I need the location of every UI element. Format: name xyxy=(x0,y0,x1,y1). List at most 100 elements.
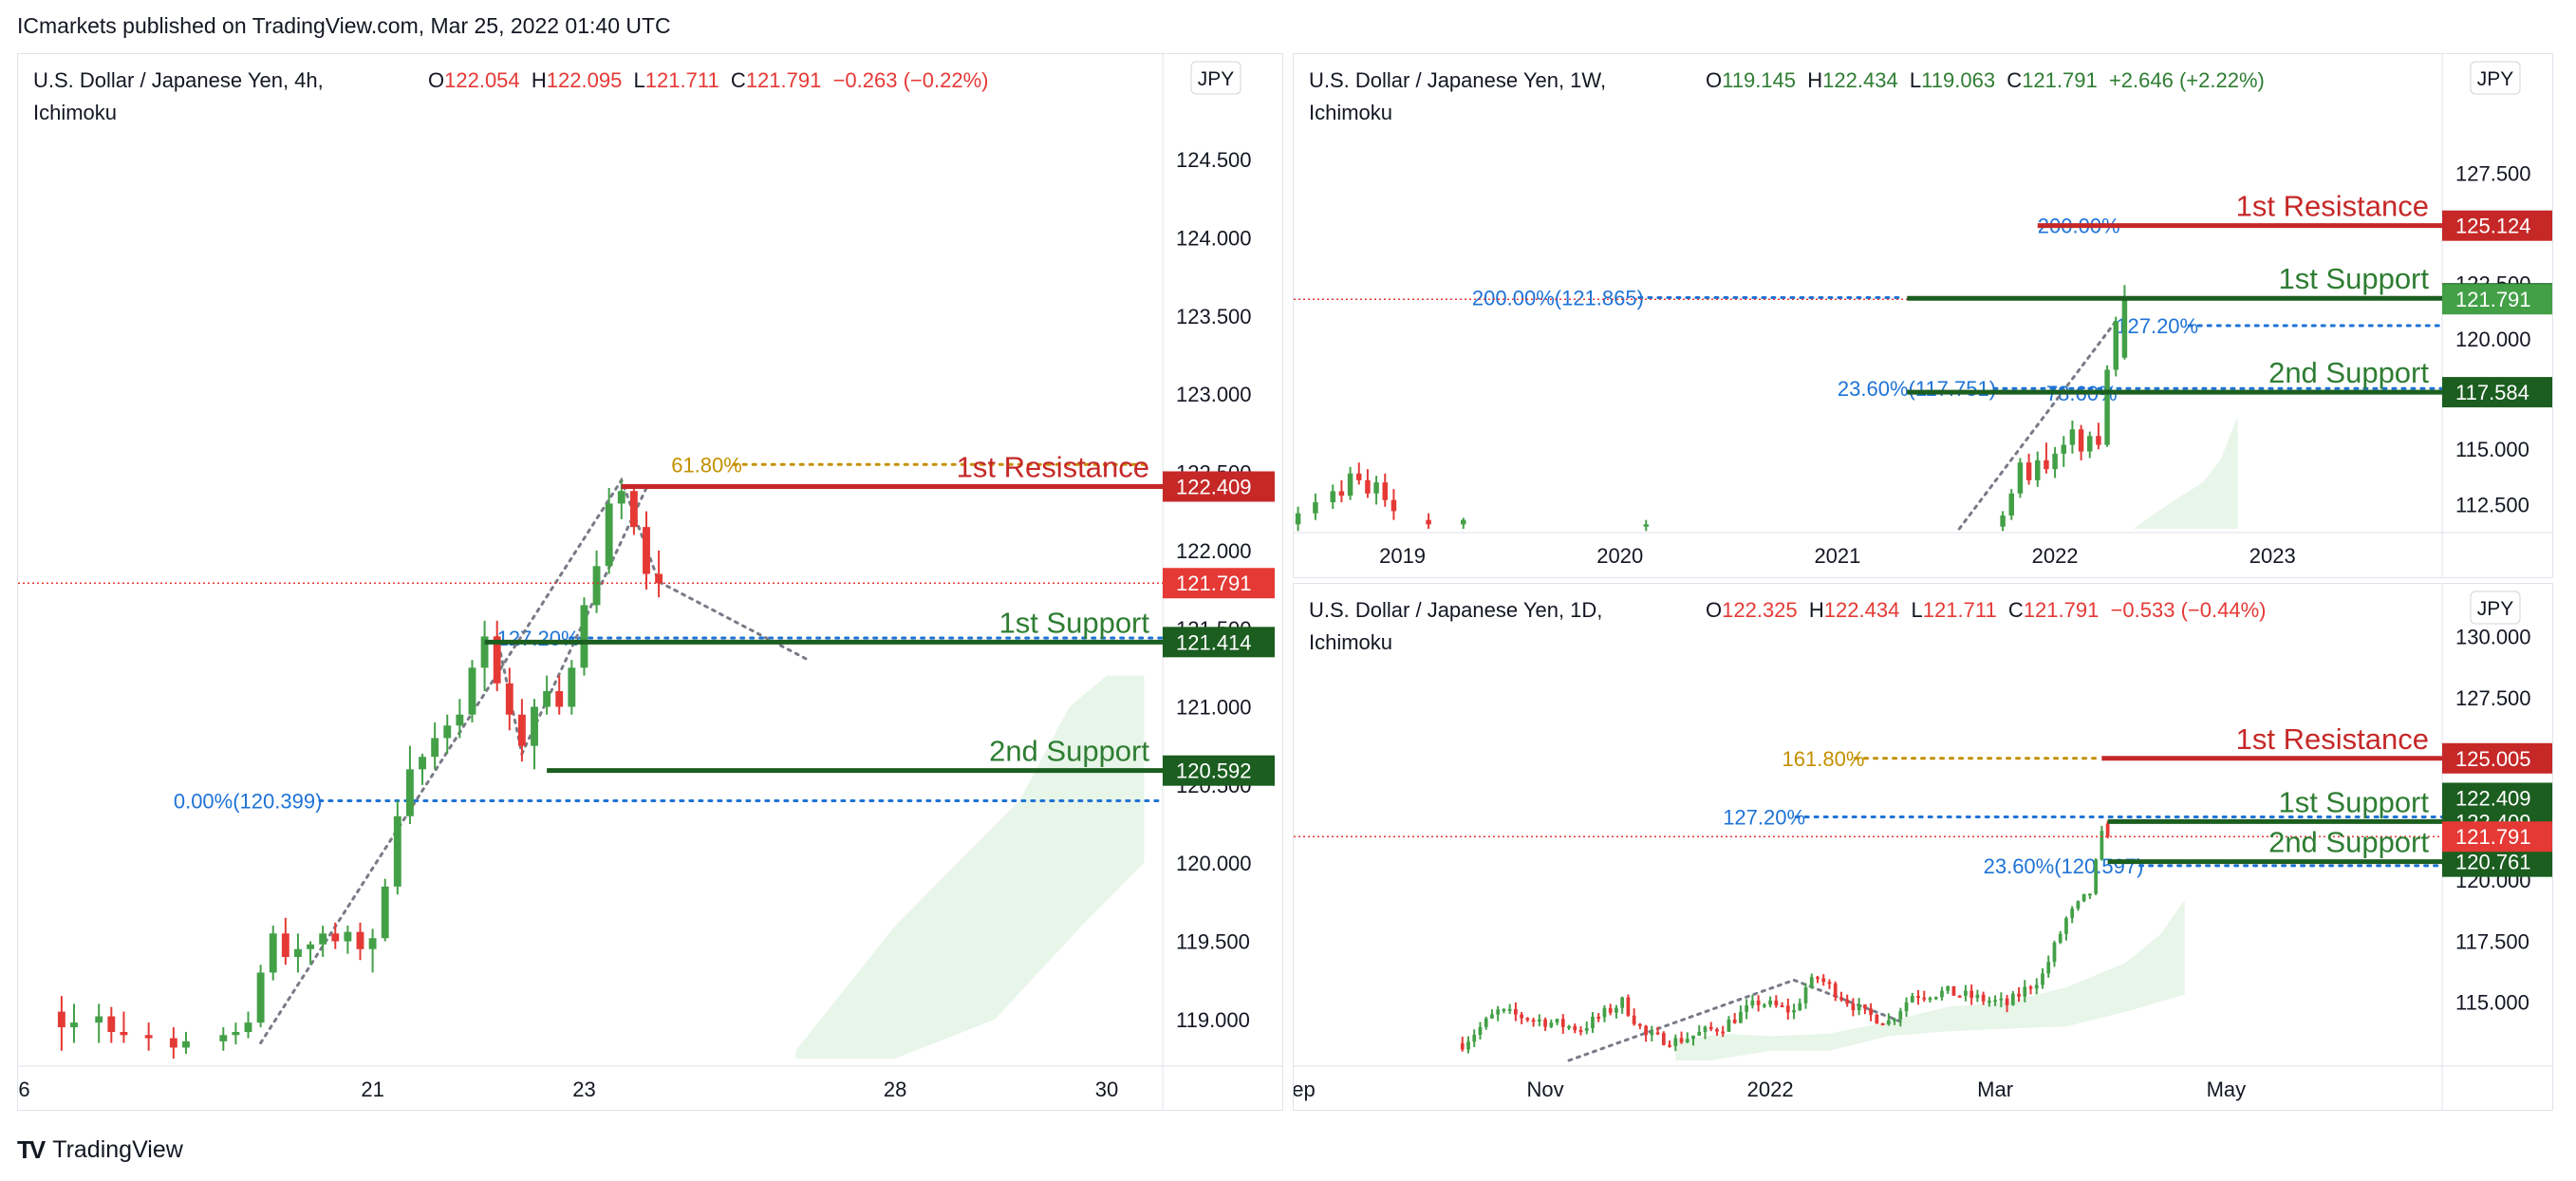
candle xyxy=(1679,1031,1684,1044)
price-tag-box xyxy=(2442,377,2552,408)
candle xyxy=(2104,365,2110,447)
candle-body xyxy=(543,691,551,707)
candle-body xyxy=(256,972,265,1023)
x-tick-label: 28 xyxy=(884,1078,906,1101)
currency-button[interactable] xyxy=(1190,61,1241,95)
candle xyxy=(1946,985,1951,994)
ohlc-value: 122.325 xyxy=(1722,598,1798,622)
candle xyxy=(1602,1004,1607,1022)
ohlc-value: O xyxy=(1706,68,1722,92)
candle-body xyxy=(1851,1003,1856,1011)
candle-body xyxy=(1338,491,1345,497)
candle-body xyxy=(531,706,538,746)
current-price-tag-box xyxy=(2442,284,2552,315)
candle-body xyxy=(480,636,489,668)
candle xyxy=(1584,1022,1589,1035)
candle xyxy=(1615,1004,1618,1019)
candle-body xyxy=(1596,1016,1601,1019)
candle xyxy=(1644,1024,1648,1042)
candle xyxy=(1632,1008,1636,1026)
p1w-svg: 127.500125.000122.500120.000117.500115.0… xyxy=(1294,54,2552,577)
candle xyxy=(456,699,464,739)
candle-body xyxy=(331,933,340,942)
y-tick-label: 120.000 xyxy=(1176,852,1252,875)
candle-body xyxy=(1898,1011,1903,1020)
candle xyxy=(1673,1034,1678,1052)
candle xyxy=(1916,989,1920,1005)
candle-body xyxy=(319,933,327,945)
candle xyxy=(1313,493,1318,520)
candle xyxy=(1347,466,1353,500)
candle xyxy=(1525,1017,1530,1022)
tradingview-logo-icon: TV xyxy=(17,1135,46,1164)
current-price-tag-box xyxy=(1163,568,1275,599)
ichimoku-cloud xyxy=(1675,899,2185,1060)
candle xyxy=(1461,517,1466,529)
y-tick-label: 119.000 xyxy=(1176,1008,1250,1032)
candle xyxy=(1382,473,1388,507)
ohlc-value: 122.434 xyxy=(1822,68,1898,92)
candle-body xyxy=(1356,473,1362,480)
footer[interactable]: TV TradingView xyxy=(17,1135,183,1165)
candle-body xyxy=(1845,999,1850,1004)
currency-button[interactable] xyxy=(2470,61,2521,95)
symbol-title: U.S. Dollar / Japanese Yen, 1D, xyxy=(1309,598,1602,622)
candle xyxy=(1697,1024,1702,1037)
candle-body xyxy=(1668,1044,1671,1047)
candle-body xyxy=(1578,1030,1583,1033)
candle xyxy=(431,722,439,770)
candle xyxy=(1472,1029,1477,1048)
candle-body xyxy=(468,667,476,715)
candle xyxy=(419,753,426,785)
chart-panel-4h[interactable]: 124.500124.000123.500123.000122.500122.0… xyxy=(17,53,1283,1111)
candle xyxy=(1839,991,1843,1003)
price-tag-box xyxy=(1163,627,1275,658)
candle xyxy=(307,941,314,965)
price-tag: 120.592 xyxy=(1163,755,1275,786)
candle xyxy=(1655,1026,1660,1036)
resistance-label: 1st Resistance xyxy=(2236,722,2429,756)
candle xyxy=(1507,1003,1512,1014)
candle xyxy=(1816,975,1820,984)
chart-panel-1w[interactable]: 127.500125.000122.500120.000117.500115.0… xyxy=(1293,53,2553,578)
ohlc-value: −0.533 (−0.44%) xyxy=(2099,598,2266,622)
candle-body xyxy=(244,1022,252,1033)
candle xyxy=(2025,453,2032,485)
candle-body xyxy=(2046,962,2051,974)
ohlc-value: L xyxy=(622,68,644,92)
currency-button[interactable] xyxy=(2470,590,2521,625)
fib-level-label: 23.60%(120.597) xyxy=(1984,854,2144,878)
candle-body xyxy=(2094,859,2098,894)
candle xyxy=(1869,1003,1873,1022)
candle xyxy=(1373,476,1379,505)
candle-body xyxy=(381,886,389,939)
candle xyxy=(2087,431,2093,459)
candle xyxy=(580,597,588,676)
candle-body xyxy=(1875,1014,1879,1024)
candle-body xyxy=(1615,1007,1618,1013)
chart-panel-1d[interactable]: 130.000127.500125.000122.500120.000117.5… xyxy=(1293,583,2553,1111)
candle-body xyxy=(1816,977,1820,980)
candle xyxy=(1745,999,1749,1020)
candle-body xyxy=(592,566,601,606)
candle xyxy=(2008,489,2014,520)
candle xyxy=(1691,1035,1695,1046)
candle xyxy=(1365,469,1371,498)
candle xyxy=(1933,996,1938,1001)
candle xyxy=(1620,996,1625,1014)
candle-body xyxy=(1727,1020,1731,1032)
candle xyxy=(120,1011,128,1043)
candle xyxy=(2069,420,2076,454)
price-tag: 122.409 xyxy=(2442,782,2552,814)
candle xyxy=(543,675,551,715)
candle-body xyxy=(1502,1009,1506,1012)
candle xyxy=(2041,968,2044,989)
candle-body xyxy=(2023,986,2027,997)
price-tag-box xyxy=(1163,471,1275,502)
candle-body xyxy=(1673,1038,1678,1046)
candle xyxy=(1490,1009,1494,1020)
candle xyxy=(1685,1032,1689,1043)
candle xyxy=(2096,422,2101,450)
candle-body xyxy=(1863,1004,1867,1009)
candle xyxy=(1957,995,1962,998)
